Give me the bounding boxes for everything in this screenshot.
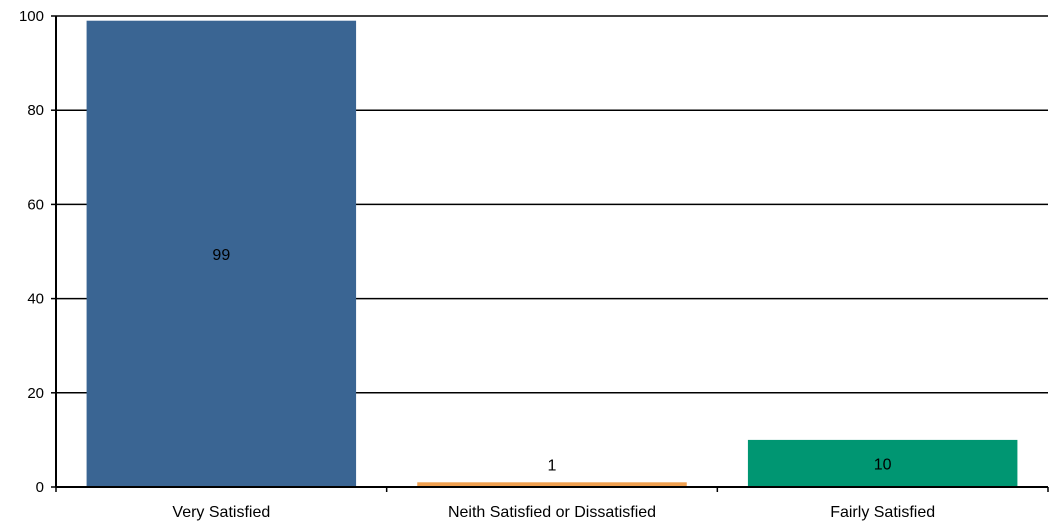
y-tick-label: 40 — [27, 291, 44, 308]
bars — [86, 20, 1018, 488]
axes — [51, 15, 1049, 492]
data-label: 99 — [212, 247, 230, 264]
y-tick-label: 60 — [27, 196, 44, 213]
y-tick-label: 100 — [19, 8, 44, 25]
x-tick-label: Fairly Satisfied — [830, 504, 935, 521]
x-tick-label: Very Satisfied — [172, 504, 270, 521]
data-label: 1 — [548, 457, 557, 474]
y-tick-label: 0 — [36, 479, 44, 496]
x-tick-label: Neith Satisfied or Dissatisfied — [448, 504, 656, 521]
bar — [417, 482, 687, 487]
bar — [747, 439, 1018, 487]
data-label: 10 — [874, 456, 892, 473]
y-tick-label: 20 — [27, 385, 44, 402]
y-tick-label: 80 — [27, 102, 44, 119]
bar — [86, 20, 357, 488]
labels: 0 20 40 60 80 100 99 Very Satisfied 1 Neith Satis… — [19, 8, 935, 521]
